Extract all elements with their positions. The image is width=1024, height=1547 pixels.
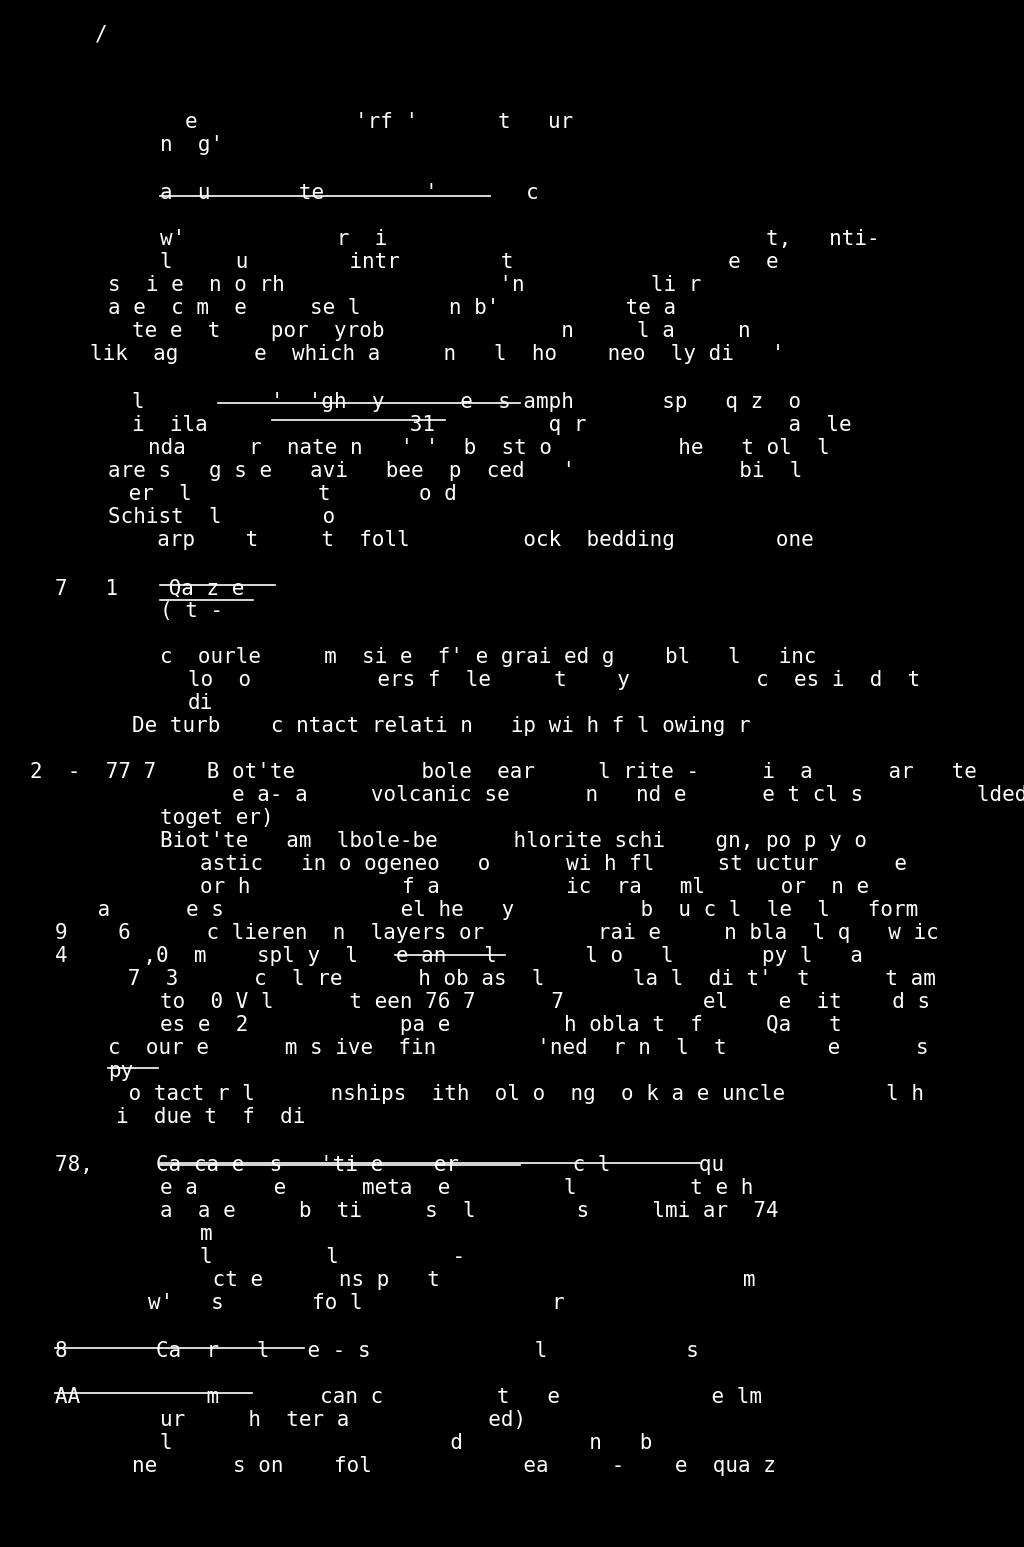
Text: c  our e      m s ive  fin        'ned  r n  l  t        e      s: c our e m s ive fin 'ned r n l t e s — [108, 1038, 929, 1058]
Text: er  l          t       o d: er l t o d — [116, 484, 457, 504]
Text: w'            r  i                              t,   nti-: w' r i t, nti- — [160, 229, 880, 249]
Text: arp    t     t  foll         ock  bedding        one: arp t t foll ock bedding one — [132, 531, 814, 551]
Text: ( t -: ( t - — [160, 600, 223, 620]
Text: toget er): toget er) — [160, 808, 273, 828]
Text: a e  c m  e     se l       n b'          te a: a e c m e se l n b' te a — [108, 299, 676, 319]
Text: De turb    c ntact relati n   ip wi h f l owing r: De turb c ntact relati n ip wi h f l owi… — [132, 716, 751, 736]
Text: es e  2            pa e         h obla t  f     Qa   t: es e 2 pa e h obla t f Qa t — [160, 1015, 842, 1035]
Text: 8       Ca  r   l   e - s             l           s: 8 Ca r l e - s l s — [55, 1341, 698, 1361]
Text: i  ila                31         q r                a  le: i ila 31 q r a le — [132, 415, 852, 435]
Text: 'rf ': 'rf ' — [355, 111, 418, 131]
Text: astic   in o ogeneo   o      wi h fl     st uctur      e: astic in o ogeneo o wi h fl st uctur e — [200, 854, 907, 874]
Text: /: / — [95, 25, 108, 45]
Text: are s   g s e   avi   bee  p  ced   '             bi  l: are s g s e avi bee p ced ' bi l — [108, 461, 803, 481]
Text: n  g': n g' — [160, 135, 223, 155]
Text: e a      e      meta  e         l         t e h: e a e meta e l t e h — [160, 1177, 754, 1197]
Text: a      e s              el he   y          b  u c l  le  l   form: a e s el he y b u c l le l form — [85, 900, 919, 920]
Text: di: di — [188, 693, 213, 713]
Text: 78,     Ca ca e  s   'ti e    er         c l       qu: 78, Ca ca e s 'ti e er c l qu — [55, 1156, 724, 1176]
Text: lik  ag      e  which a     n   l  ho    neo  ly di   ': lik ag e which a n l ho neo ly di ' — [90, 343, 784, 364]
Text: o tact r l      nships  ith  ol o  ng  o k a e uncle        l h: o tact r l nships ith ol o ng o k a e un… — [116, 1084, 924, 1105]
Text: te e  t    por  yrob              n     l a     n: te e t por yrob n l a n — [132, 320, 751, 340]
Text: l         l         -: l l - — [200, 1247, 465, 1267]
Text: nda     r  nate n   ' '  b  st o          he   t ol  l: nda r nate n ' ' b st o he t ol l — [148, 438, 829, 458]
Text: s  i e  n o rh                 'n          li r: s i e n o rh 'n li r — [108, 275, 701, 295]
Text: to  0 V l      t een 76 7      7           el    e  it    d s: to 0 V l t een 76 7 7 el e it d s — [160, 992, 930, 1012]
Text: a  u       te        '       c: a u te ' c — [160, 183, 539, 203]
Text: AA          m        can c         t   e            e lm: AA m can c t e e lm — [55, 1388, 762, 1408]
Text: 2  -  77 7    B ot'te          bole  ear     l rite -     i  a      ar   te: 2 - 77 7 B ot'te bole ear l rite - i a a… — [30, 763, 977, 781]
Text: ne      s on    fol            ea     -    e  qua z: ne s on fol ea - e qua z — [132, 1456, 776, 1476]
Text: e a- a     volcanic se      n   nd e      e t cl s         lded: e a- a volcanic se n nd e e t cl s lded — [232, 784, 1024, 804]
Text: l                      d          n   b: l d n b — [160, 1433, 652, 1453]
Text: lo  o          ers f  le     t    y          c  es i  d  t: lo o ers f le t y c es i d t — [188, 670, 921, 690]
Text: m: m — [200, 1224, 213, 1244]
Text: ur: ur — [548, 111, 573, 131]
Text: w'   s       fo l               r: w' s fo l r — [148, 1293, 564, 1313]
Text: Biot'te   am  lbole-be      hlorite schi    gn, po p y o: Biot'te am lbole-be hlorite schi gn, po … — [160, 831, 867, 851]
Text: e: e — [185, 111, 198, 131]
Text: 9    6      c lieren  n  layers or         rai e     n bla  l q   w ic: 9 6 c lieren n layers or rai e n bla l q… — [55, 924, 939, 944]
Text: or h            f a          ic  ra   ml      or  n e: or h f a ic ra ml or n e — [200, 877, 869, 897]
Text: py: py — [108, 1061, 133, 1081]
Text: l          '  'gh  y      e  s amph       sp   q z  o: l ' 'gh y e s amph sp q z o — [132, 391, 801, 412]
Text: c  ourle     m  si e  f' e grai ed g    bl   l   inc: c ourle m si e f' e grai ed g bl l inc — [160, 647, 816, 667]
Text: ct e      ns p   t                        m: ct e ns p t m — [200, 1270, 756, 1290]
Text: t: t — [498, 111, 511, 131]
Text: ur     h  ter a           ed): ur h ter a ed) — [160, 1409, 526, 1429]
Text: l     u        intr        t                 e  e: l u intr t e e — [160, 252, 778, 272]
Text: 7   1    Qa z e: 7 1 Qa z e — [55, 579, 245, 599]
Text: 4      ,0  m    spl y  l   e an   l       l o   l       py l   a: 4 ,0 m spl y l e an l l o l py l a — [55, 947, 863, 965]
Text: 7  3      c  l re      h ob as  l       la l  di t'  t      t am: 7 3 c l re h ob as l la l di t' t t am — [90, 968, 936, 989]
Text: a  a e     b  ti     s  l        s     lmi ar  74: a a e b ti s l s lmi ar 74 — [160, 1200, 778, 1221]
Text: Schist  l        o: Schist l o — [108, 507, 335, 528]
Text: i  due t  f  di: i due t f di — [116, 1108, 305, 1128]
